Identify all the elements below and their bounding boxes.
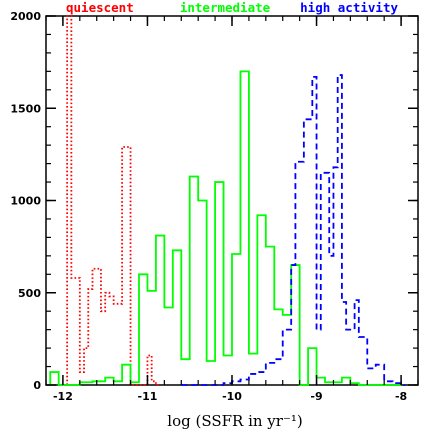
- legend-quiescent: quiescent: [66, 0, 134, 15]
- y-tick-label: 1000: [10, 195, 41, 208]
- y-tick-label: 0: [33, 379, 41, 392]
- x-axis-title: log (SSFR in yr⁻¹): [167, 412, 302, 430]
- series-layer: [49, 15, 406, 386]
- ticks-layer: [45, 15, 419, 386]
- x-tick-label: -11: [138, 390, 158, 403]
- legend-high-activity: high activity: [300, 0, 398, 15]
- y-tick-label: 2000: [10, 10, 41, 23]
- plot-area: [45, 15, 419, 386]
- x-tick-label: -10: [222, 390, 242, 403]
- legend: quiescent intermediate high activity: [66, 0, 398, 15]
- x-tick-label: -12: [53, 390, 73, 403]
- series-high-activity-line: [181, 74, 406, 386]
- x-tick-label: -9: [310, 390, 322, 403]
- tick-labels: -12 -11 -10 -9 -8 0 500 1000 1500 2000: [10, 10, 407, 403]
- series-quiescent-line: [66, 15, 161, 386]
- series-intermediate-line: [49, 70, 402, 386]
- legend-intermediate: intermediate: [180, 0, 271, 15]
- y-tick-label: 500: [18, 287, 41, 300]
- y-tick-label: 1500: [10, 102, 41, 115]
- x-tick-label: -8: [395, 390, 407, 403]
